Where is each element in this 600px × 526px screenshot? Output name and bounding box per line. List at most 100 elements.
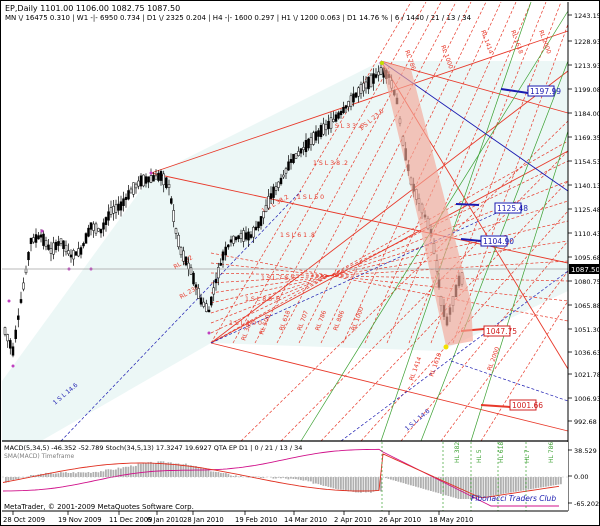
candle-body <box>165 177 168 188</box>
macd-bar <box>137 463 140 477</box>
fan-line <box>210 1 412 344</box>
macd-bar <box>337 477 340 490</box>
macd-bar <box>75 473 77 477</box>
level-marker <box>460 238 482 242</box>
macd-bar <box>130 465 132 477</box>
candle-body <box>339 111 343 116</box>
price-axis[interactable] <box>568 2 600 511</box>
candle-body <box>119 201 123 211</box>
price-candles <box>3 61 464 368</box>
low-marker <box>443 344 449 350</box>
candle-body <box>192 272 195 285</box>
candle-body <box>162 173 165 186</box>
macd-bar <box>202 468 205 477</box>
candle-body <box>154 175 158 180</box>
candle-body <box>302 147 305 150</box>
macd-bar <box>220 472 222 477</box>
macd-bar <box>482 477 485 498</box>
macd-bar <box>42 475 45 477</box>
candle-body <box>364 81 368 89</box>
candle-body <box>297 151 300 156</box>
candle-body <box>352 93 355 103</box>
macd-bar <box>450 477 452 497</box>
red-projection-band <box>381 61 473 346</box>
macd-bar <box>447 477 450 496</box>
date-tick-label: 18 May 2010 <box>429 516 473 524</box>
candle-body <box>312 132 315 145</box>
macd-bar <box>207 469 210 477</box>
price-tick-label: 1095.68 <box>574 254 600 262</box>
candle-body <box>32 237 35 243</box>
candle-body <box>62 240 65 249</box>
macd-bar <box>305 477 307 481</box>
macd-bar <box>117 467 120 477</box>
candle-body <box>247 231 250 241</box>
macd-bar <box>32 475 35 477</box>
macd-bar <box>532 477 535 489</box>
fractal-marker <box>11 364 15 368</box>
fan-line-green <box>420 60 569 442</box>
fan-line <box>210 220 569 304</box>
macd-bar <box>297 477 300 480</box>
candle-body <box>239 233 243 239</box>
fan-line <box>210 70 569 344</box>
fibonacci-club-label: Fibonacci Traders Club <box>471 494 556 503</box>
macd-bar <box>402 477 405 484</box>
fan-line <box>210 240 569 294</box>
macd-bar <box>230 475 232 477</box>
candle-body <box>34 234 38 243</box>
macd-bar <box>410 477 412 486</box>
macd-bar <box>520 477 522 491</box>
fan-line <box>210 150 569 344</box>
macd-bar <box>290 477 292 479</box>
candle-body <box>147 176 150 183</box>
candle-body <box>44 240 48 247</box>
fan-line <box>320 1 487 344</box>
candle-body <box>127 190 130 200</box>
candle-body <box>99 228 103 234</box>
candle-body <box>22 282 25 290</box>
macd-bar <box>302 477 305 481</box>
macd-bar <box>320 477 322 485</box>
macd-bar <box>465 477 467 499</box>
candle-body <box>344 105 348 109</box>
indicator-tick-label: 0.00 <box>574 473 588 481</box>
macd-bar <box>150 461 152 477</box>
macd-bar <box>485 477 487 497</box>
macd-bar <box>522 477 525 491</box>
macd-bar <box>430 477 432 491</box>
macd-bar <box>60 472 62 477</box>
macd-bar <box>490 477 492 496</box>
macd-bar <box>205 469 207 477</box>
macd-bar <box>537 477 540 488</box>
macd-bar <box>197 467 200 477</box>
macd-bar <box>445 477 447 496</box>
macd-bar <box>480 477 482 498</box>
fractal-marker <box>149 171 153 175</box>
candle-body <box>84 233 88 244</box>
price-tick-label: 1213.93 <box>574 62 600 70</box>
high-marker <box>380 61 384 65</box>
fan-line <box>440 270 569 442</box>
candle-body <box>327 120 330 130</box>
macd-bar <box>462 477 465 499</box>
candle-body <box>182 250 185 262</box>
candle-body <box>189 267 193 275</box>
macd-bar <box>350 477 352 491</box>
macd-bar <box>472 477 475 499</box>
candle-body <box>54 241 58 250</box>
candle-body <box>197 288 200 299</box>
macd-bar <box>507 477 510 493</box>
date-tick-label: 11 Dec 2009 <box>109 516 152 524</box>
macd-bar <box>292 477 295 479</box>
macd-bar <box>377 477 380 491</box>
candle-body <box>347 101 350 107</box>
price-tick-label: 1154.53 <box>574 158 600 166</box>
date-tick-label: 19 Feb 2010 <box>235 516 277 524</box>
macd-bar <box>107 469 110 477</box>
candle-body <box>279 177 283 185</box>
macd-bar <box>312 477 315 484</box>
fan-line <box>232 1 427 344</box>
